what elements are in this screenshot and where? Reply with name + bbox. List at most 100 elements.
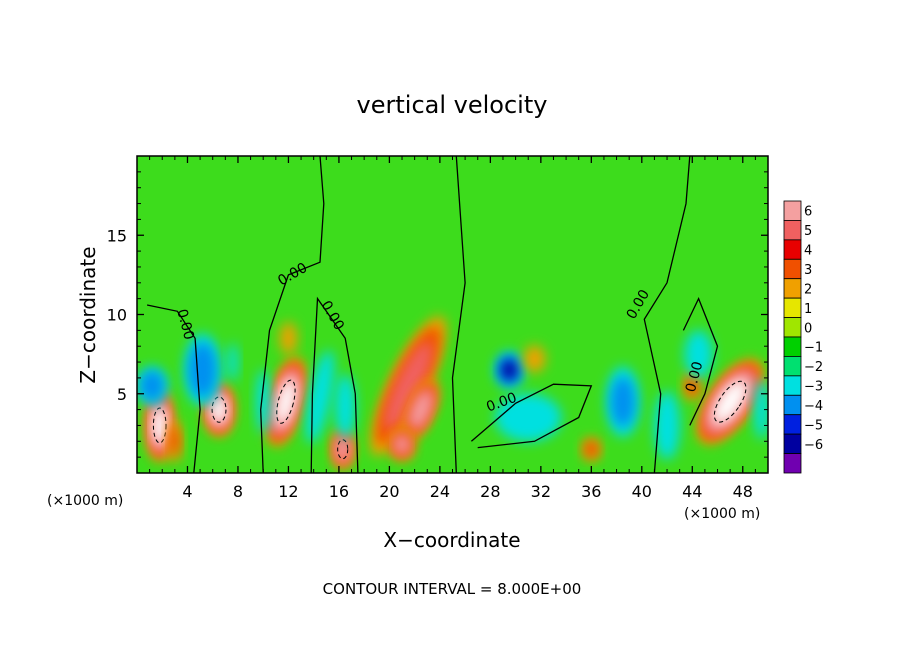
contour-line <box>211 396 227 423</box>
zero-contour-line <box>146 304 201 473</box>
velocity-cell <box>684 371 701 401</box>
velocity-cell <box>266 357 305 447</box>
velocity-level <box>684 330 713 378</box>
colorbar-swatch <box>783 414 802 435</box>
contour-line <box>337 439 349 460</box>
zero-contour-line <box>682 296 719 426</box>
velocity-cell <box>332 429 354 469</box>
velocity-level <box>395 436 409 453</box>
velocity-level <box>227 342 239 382</box>
x-tick-label: 4 <box>182 482 192 501</box>
colorbar-swatch <box>783 356 802 377</box>
velocity-level <box>494 393 562 442</box>
x-tick-label: 8 <box>233 482 243 501</box>
velocity-level <box>384 341 433 431</box>
zero-contour-line <box>260 156 325 473</box>
colorbar-label: −5 <box>804 418 823 433</box>
velocity-cell <box>494 393 562 442</box>
velocity-cell <box>334 374 356 439</box>
contour-label: 0.00 <box>173 307 197 341</box>
x-tick-label: 36 <box>581 482 601 501</box>
y-tick-label: 15 <box>107 226 127 245</box>
colorbar-swatch <box>783 317 802 338</box>
colorbar-swatch <box>783 239 802 260</box>
colorbar-swatch <box>783 258 802 280</box>
velocity-level <box>336 436 350 462</box>
x-unit-right: (×1000 m) <box>684 506 760 522</box>
velocity-level <box>212 396 226 423</box>
velocity-level <box>170 426 180 457</box>
y-tick-label: 5 <box>117 385 127 404</box>
colorbar-swatch <box>783 297 802 318</box>
velocity-level <box>305 350 335 444</box>
x-unit-left: (×1000 m) <box>47 493 123 509</box>
velocity-cell <box>494 351 524 389</box>
colorbar-swatch <box>783 394 802 416</box>
velocity-level <box>754 379 768 440</box>
velocity-level <box>139 370 165 402</box>
x-tick-label: 40 <box>632 482 652 501</box>
colorbar-label: 0 <box>804 321 812 336</box>
velocity-level <box>276 380 296 424</box>
velocity-field <box>137 315 768 469</box>
x-tick-label: 48 <box>733 482 753 501</box>
velocity-cell <box>754 379 768 440</box>
velocity-cell <box>370 315 447 456</box>
colorbar-label: 3 <box>804 263 812 278</box>
colorbar-label: 1 <box>804 302 812 317</box>
contour-label: 0.00 <box>683 360 707 394</box>
velocity-level <box>610 376 635 427</box>
velocity-cell <box>168 420 182 463</box>
colorbar-label: 6 <box>804 205 812 220</box>
x-tick-label: 44 <box>682 482 702 501</box>
colorbar: 6 5 4 3 2 1 0 −1 −2 −3 −4 −5 −6 <box>783 200 823 474</box>
velocity-cell <box>279 321 298 355</box>
colorbar-label: −6 <box>804 438 823 453</box>
velocity-level <box>654 391 681 460</box>
velocity-cell <box>523 345 546 373</box>
colorbar-swatch <box>783 453 802 474</box>
zero-contour-line <box>643 156 691 473</box>
velocity-level <box>523 345 546 373</box>
velocity-level <box>188 342 217 398</box>
x-axis-label: X−coordinate <box>383 528 520 552</box>
x-tick-label: 20 <box>379 482 399 501</box>
zero-contour-line <box>310 296 359 473</box>
colorbar-label: 2 <box>804 282 812 297</box>
velocity-cell <box>389 428 415 461</box>
colorbar-swatch <box>783 200 802 221</box>
colorbar-swatch <box>783 375 802 396</box>
contour-line <box>276 379 296 424</box>
colorbar-swatch <box>783 433 802 454</box>
colorbar-swatch <box>783 220 802 241</box>
velocity-cell <box>146 389 173 462</box>
velocity-level <box>686 374 699 397</box>
velocity-cell <box>582 437 601 461</box>
velocity-cell <box>654 391 681 460</box>
velocity-level <box>500 359 518 381</box>
y-tick-label: 10 <box>107 306 127 325</box>
velocity-level <box>334 374 356 439</box>
x-tick-label: 28 <box>480 482 500 501</box>
colorbar-swatch <box>783 336 802 357</box>
chart-title: vertical velocity <box>357 91 548 119</box>
velocity-level <box>410 391 432 428</box>
velocity-cell <box>256 369 271 434</box>
velocity-cell <box>403 379 439 440</box>
colorbar-label: −2 <box>804 360 823 375</box>
zero-contour-line <box>451 156 466 473</box>
colorbar-label: 5 <box>804 224 812 239</box>
colorbar-swatch <box>783 278 802 299</box>
colorbar-label: 4 <box>804 244 812 259</box>
velocity-cell <box>606 366 640 437</box>
velocity-cell <box>697 359 763 444</box>
contour-line <box>152 407 167 444</box>
colorbar-label: −3 <box>804 380 823 395</box>
x-tick-label: 12 <box>278 482 298 501</box>
velocity-cell <box>305 350 335 444</box>
zero-contour-line <box>470 383 593 449</box>
velocity-level <box>714 381 747 423</box>
velocity-cell <box>204 383 234 436</box>
